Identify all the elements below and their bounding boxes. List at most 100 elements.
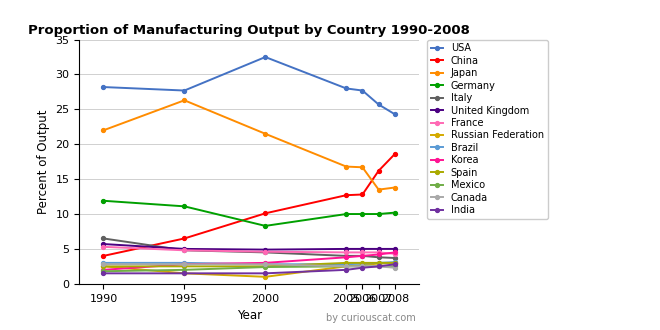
United Kingdom — [180, 247, 188, 251]
Line: France: France — [102, 245, 397, 256]
India — [261, 271, 269, 275]
France — [261, 250, 269, 254]
Title: Proportion of Manufacturing Output by Country 1990-2008: Proportion of Manufacturing Output by Co… — [28, 24, 470, 37]
Mexico — [375, 264, 383, 268]
France — [100, 245, 108, 249]
Brazil — [261, 262, 269, 266]
Japan — [343, 165, 350, 169]
Canada — [100, 262, 108, 266]
Spain — [343, 261, 350, 265]
China — [180, 237, 188, 241]
Mexico — [100, 269, 108, 273]
USA — [343, 86, 350, 90]
Spain — [180, 264, 188, 268]
India — [358, 266, 366, 270]
USA — [100, 85, 108, 89]
Line: Germany: Germany — [102, 199, 397, 228]
France — [343, 250, 350, 254]
France — [180, 248, 188, 252]
India — [180, 271, 188, 275]
Italy — [100, 237, 108, 241]
Korea — [358, 254, 366, 258]
Brazil — [391, 260, 399, 264]
Germany — [391, 211, 399, 214]
United Kingdom — [375, 247, 383, 251]
Mexico — [391, 264, 399, 268]
USA — [391, 112, 399, 116]
Russian Federation — [261, 275, 269, 279]
Brazil — [180, 261, 188, 265]
India — [375, 264, 383, 268]
Korea — [375, 252, 383, 256]
Italy — [343, 254, 350, 258]
Korea — [343, 255, 350, 259]
United Kingdom — [358, 247, 366, 251]
Line: Canada: Canada — [102, 262, 397, 270]
Russian Federation — [391, 261, 399, 265]
Line: Mexico: Mexico — [102, 264, 397, 273]
X-axis label: Year: Year — [236, 309, 262, 322]
Japan — [375, 188, 383, 192]
United Kingdom — [343, 247, 350, 251]
Spain — [261, 264, 269, 268]
USA — [180, 88, 188, 92]
China — [100, 254, 108, 258]
Line: India: India — [102, 262, 397, 275]
Spain — [358, 261, 366, 265]
Line: Brazil: Brazil — [102, 260, 397, 266]
India — [343, 268, 350, 272]
Mexico — [261, 265, 269, 269]
Canada — [391, 266, 399, 270]
Germany — [180, 204, 188, 208]
Russian Federation — [375, 262, 383, 266]
Japan — [391, 185, 399, 189]
Canada — [343, 264, 350, 268]
Germany — [261, 224, 269, 228]
Line: USA: USA — [102, 55, 397, 116]
China — [375, 169, 383, 173]
Germany — [375, 212, 383, 216]
Line: Japan: Japan — [102, 98, 397, 191]
Line: United Kingdom: United Kingdom — [102, 242, 397, 251]
Japan — [100, 128, 108, 132]
Canada — [261, 262, 269, 266]
USA — [375, 103, 383, 107]
Korea — [180, 262, 188, 266]
France — [358, 250, 366, 254]
Canada — [358, 264, 366, 268]
Brazil — [375, 261, 383, 265]
Line: Italy: Italy — [102, 237, 397, 260]
China — [358, 192, 366, 196]
China — [261, 211, 269, 215]
Italy — [261, 250, 269, 254]
Korea — [261, 261, 269, 265]
Russian Federation — [180, 271, 188, 275]
Brazil — [358, 262, 366, 266]
Line: Spain: Spain — [102, 261, 397, 268]
Germany — [358, 212, 366, 216]
Spain — [375, 261, 383, 265]
Spain — [391, 261, 399, 265]
Canada — [375, 264, 383, 268]
Italy — [391, 256, 399, 260]
Line: China: China — [102, 152, 397, 258]
Russian Federation — [100, 264, 108, 268]
Italy — [358, 254, 366, 258]
Spain — [100, 264, 108, 268]
United Kingdom — [261, 248, 269, 251]
Korea — [391, 250, 399, 254]
Italy — [180, 248, 188, 252]
France — [391, 252, 399, 256]
China — [391, 152, 399, 156]
Japan — [358, 165, 366, 169]
United Kingdom — [391, 247, 399, 251]
France — [375, 250, 383, 254]
Canada — [180, 262, 188, 266]
Russian Federation — [358, 263, 366, 267]
Mexico — [180, 268, 188, 272]
Line: Russian Federation: Russian Federation — [102, 261, 397, 279]
USA — [358, 88, 366, 92]
India — [391, 262, 399, 266]
United Kingdom — [100, 242, 108, 246]
Germany — [343, 212, 350, 216]
